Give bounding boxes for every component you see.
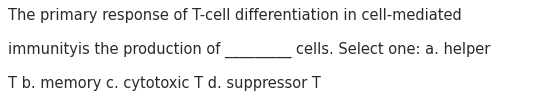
- Text: immunityis the production of _________ cells. Select one: a. helper: immunityis the production of _________ c…: [8, 42, 490, 58]
- Text: The primary response of T-cell differentiation in cell-mediated: The primary response of T-cell different…: [8, 8, 462, 23]
- Text: T b. memory c. cytotoxic T d. suppressor T: T b. memory c. cytotoxic T d. suppressor…: [8, 76, 321, 91]
